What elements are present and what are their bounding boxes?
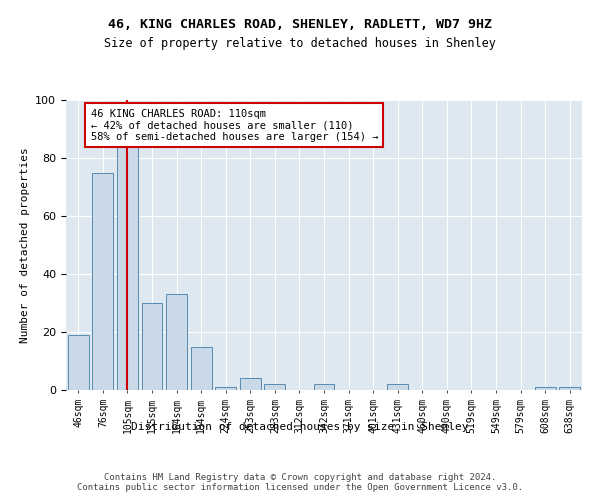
Y-axis label: Number of detached properties: Number of detached properties — [20, 147, 30, 343]
Bar — [535, 387, 556, 390]
Bar — [191, 346, 212, 390]
Text: Contains HM Land Registry data © Crown copyright and database right 2024.
Contai: Contains HM Land Registry data © Crown c… — [77, 472, 523, 492]
Bar — [68, 335, 89, 390]
Bar — [142, 303, 163, 390]
Bar — [215, 387, 236, 390]
Bar — [117, 144, 138, 390]
Text: Size of property relative to detached houses in Shenley: Size of property relative to detached ho… — [104, 38, 496, 51]
Bar — [92, 172, 113, 390]
Text: Distribution of detached houses by size in Shenley: Distribution of detached houses by size … — [131, 422, 469, 432]
Bar — [387, 384, 408, 390]
Text: 46 KING CHARLES ROAD: 110sqm
← 42% of detached houses are smaller (110)
58% of s: 46 KING CHARLES ROAD: 110sqm ← 42% of de… — [91, 108, 378, 142]
Bar — [166, 294, 187, 390]
Bar — [314, 384, 334, 390]
Bar — [240, 378, 261, 390]
Bar — [265, 384, 286, 390]
Bar — [559, 387, 580, 390]
Text: 46, KING CHARLES ROAD, SHENLEY, RADLETT, WD7 9HZ: 46, KING CHARLES ROAD, SHENLEY, RADLETT,… — [108, 18, 492, 30]
